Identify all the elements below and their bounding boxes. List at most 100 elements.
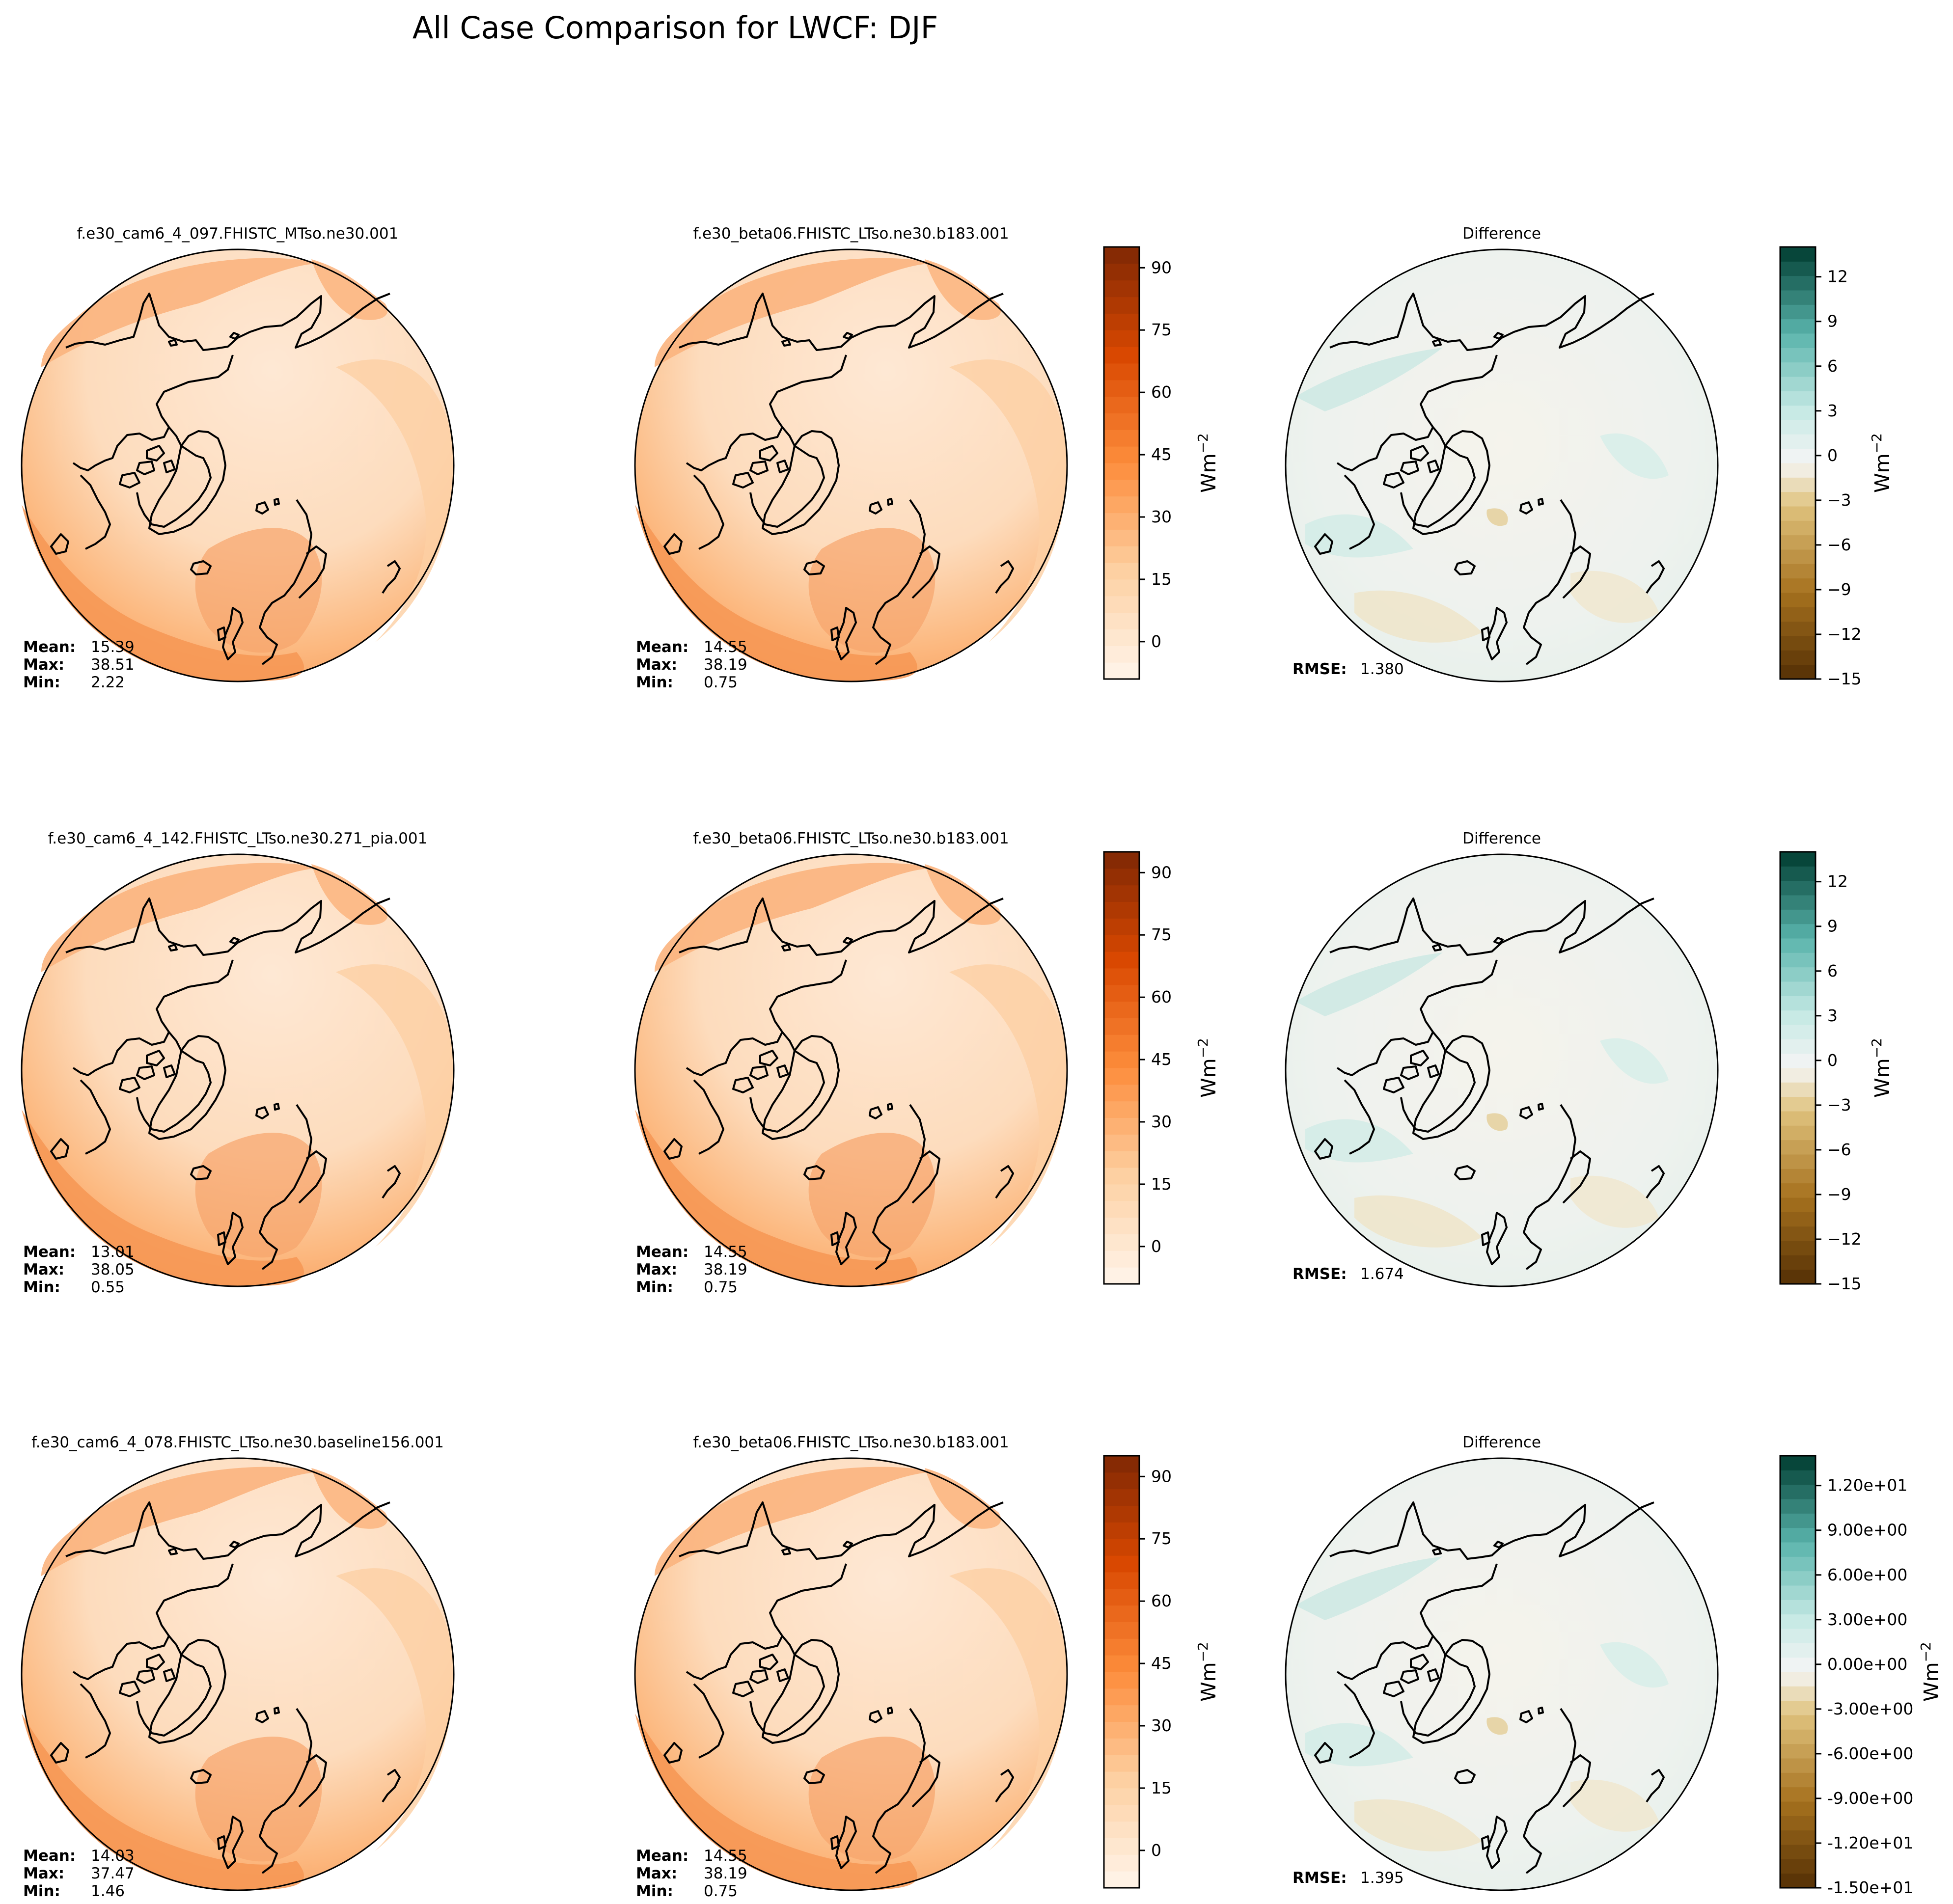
test-case-title: f.e30_cam6_4_142.FHISTC_LTso.ne30.271_pi… xyxy=(48,830,428,847)
unit-base: Wm xyxy=(1870,1058,1894,1097)
warm-region xyxy=(336,964,454,1247)
colorbar-band xyxy=(1104,1051,1139,1068)
colorbar-unit-label: Wm−2 xyxy=(1918,1642,1943,1702)
colorbar-band xyxy=(1780,491,1815,507)
colorbar-band xyxy=(1104,1217,1139,1234)
stat-label: Mean: xyxy=(23,638,76,656)
colorbar-band xyxy=(1104,563,1139,580)
colorbar-band xyxy=(1780,852,1815,867)
colorbar-band xyxy=(1780,650,1815,665)
colorbar-tick-label: 30 xyxy=(1151,1112,1172,1131)
stat-value: 37.47 xyxy=(91,1865,135,1882)
rmse-value: 1.395 xyxy=(1360,1869,1404,1887)
colorbar-band xyxy=(1780,319,1815,334)
positive-anomaly xyxy=(1600,1642,1669,1688)
colorbar-tick-label: 12 xyxy=(1827,267,1848,286)
colorbar-band xyxy=(1780,391,1815,406)
colorbar-band xyxy=(1780,1010,1815,1025)
colorbar-band xyxy=(1780,952,1815,968)
figure-title: All Case Comparison for LWCF: DJF xyxy=(413,10,938,46)
colorbar-band xyxy=(1780,1743,1815,1759)
colorbar-band xyxy=(1780,924,1815,939)
colorbar-tick-label: 6.00e+00 xyxy=(1827,1565,1907,1584)
colorbar-band xyxy=(1104,1489,1139,1506)
stat-label: Max: xyxy=(23,656,64,674)
colorbar-frame xyxy=(1103,246,1140,680)
map-boundary xyxy=(634,1457,1068,1891)
difference-title: Difference xyxy=(1462,830,1541,847)
colorbar-band xyxy=(1104,935,1139,952)
colorbar-band xyxy=(1104,1572,1139,1589)
stat-label: Mean: xyxy=(23,1847,76,1865)
positive-anomaly xyxy=(1600,433,1669,479)
map-boundary xyxy=(1285,853,1719,1287)
warm-region xyxy=(808,1737,935,1862)
colorbar-band xyxy=(1104,1622,1139,1639)
colorbar-band xyxy=(1104,1034,1139,1052)
colorbar-band xyxy=(1780,420,1815,435)
colorbar-band xyxy=(1104,413,1139,430)
colorbar-band xyxy=(1104,1655,1139,1672)
colorbar-tick-label: 15 xyxy=(1151,1174,1172,1194)
colorbar-tick-label: 0 xyxy=(1151,1237,1161,1256)
colorbar-band xyxy=(1104,263,1139,281)
map-fill xyxy=(22,249,454,681)
colorbar-band xyxy=(1780,1096,1815,1112)
colorbar-frame xyxy=(1779,1455,1816,1889)
positive-anomaly xyxy=(1305,1723,1413,1767)
colorbar-band xyxy=(1104,297,1139,314)
negative-anomaly xyxy=(1570,1779,1659,1832)
colorbar-tick-label: -9.00e+00 xyxy=(1827,1789,1913,1808)
colorbar-band xyxy=(1780,1140,1815,1155)
colorbar-band xyxy=(1104,1721,1139,1739)
colorbar-band xyxy=(1104,918,1139,935)
colorbar-band xyxy=(1780,506,1815,521)
colorbar-tick-label: 0 xyxy=(1151,632,1161,651)
colorbar-tick-label: 75 xyxy=(1151,320,1172,339)
colorbar-band xyxy=(1104,1184,1139,1201)
unit-exponent: −2 xyxy=(1195,433,1211,453)
colorbar-tick-label: 0 xyxy=(1151,1841,1161,1860)
colorbar-band xyxy=(1780,1053,1815,1068)
colorbar-band xyxy=(1104,1821,1139,1838)
warm-region xyxy=(635,1714,917,1890)
colorbar-band xyxy=(1104,1688,1139,1706)
stat-label: Min: xyxy=(636,1882,673,1900)
colorbar-band xyxy=(1780,1527,1815,1543)
colorbar-band xyxy=(1104,1788,1139,1805)
map-fill xyxy=(635,249,1067,681)
map-fill xyxy=(635,854,1067,1286)
colorbar-tick-label: 9.00e+00 xyxy=(1827,1521,1907,1540)
colorbar-band xyxy=(1104,968,1139,985)
test-case-title: f.e30_cam6_4_097.FHISTC_MTso.ne30.001 xyxy=(77,225,399,243)
colorbar-band xyxy=(1780,448,1815,463)
colorbar-tick-label: 12 xyxy=(1827,872,1848,891)
colorbar-tick-label: 90 xyxy=(1151,863,1172,882)
stat-label: Max: xyxy=(636,1865,677,1882)
colorbar-tick-label: 9 xyxy=(1827,312,1838,331)
colorbar-band xyxy=(1104,1267,1139,1284)
colorbar-band xyxy=(1780,1154,1815,1169)
colorbar-band xyxy=(1780,1542,1815,1557)
negative-anomaly xyxy=(1486,508,1508,526)
colorbar-band xyxy=(1780,593,1815,607)
baseline-case-title: f.e30_beta06.FHISTC_LTso.ne30.b183.001 xyxy=(693,225,1009,243)
stat-label: Max: xyxy=(636,1261,677,1278)
colorbar-band xyxy=(1780,304,1815,320)
colorbar-band xyxy=(1780,938,1815,953)
warm-region xyxy=(635,1110,917,1286)
colorbar-band xyxy=(1780,967,1815,982)
colorbar-band xyxy=(1780,1513,1815,1528)
field-colorbar: 90 75 60 45 30 15 0 Wm−2 xyxy=(1103,1455,1220,1889)
colorbar-band xyxy=(1780,477,1815,492)
colorbar-band xyxy=(1780,520,1815,536)
colorbar-band xyxy=(1104,479,1139,497)
colorbar-band xyxy=(1104,463,1139,480)
colorbar-band xyxy=(1104,1871,1139,1888)
warm-region xyxy=(635,505,917,681)
colorbar-band xyxy=(1780,1499,1815,1514)
colorbar-band xyxy=(1104,1638,1139,1656)
colorbar-band xyxy=(1780,535,1815,550)
rmse-value: 1.380 xyxy=(1360,660,1404,678)
colorbar-band xyxy=(1104,868,1139,886)
